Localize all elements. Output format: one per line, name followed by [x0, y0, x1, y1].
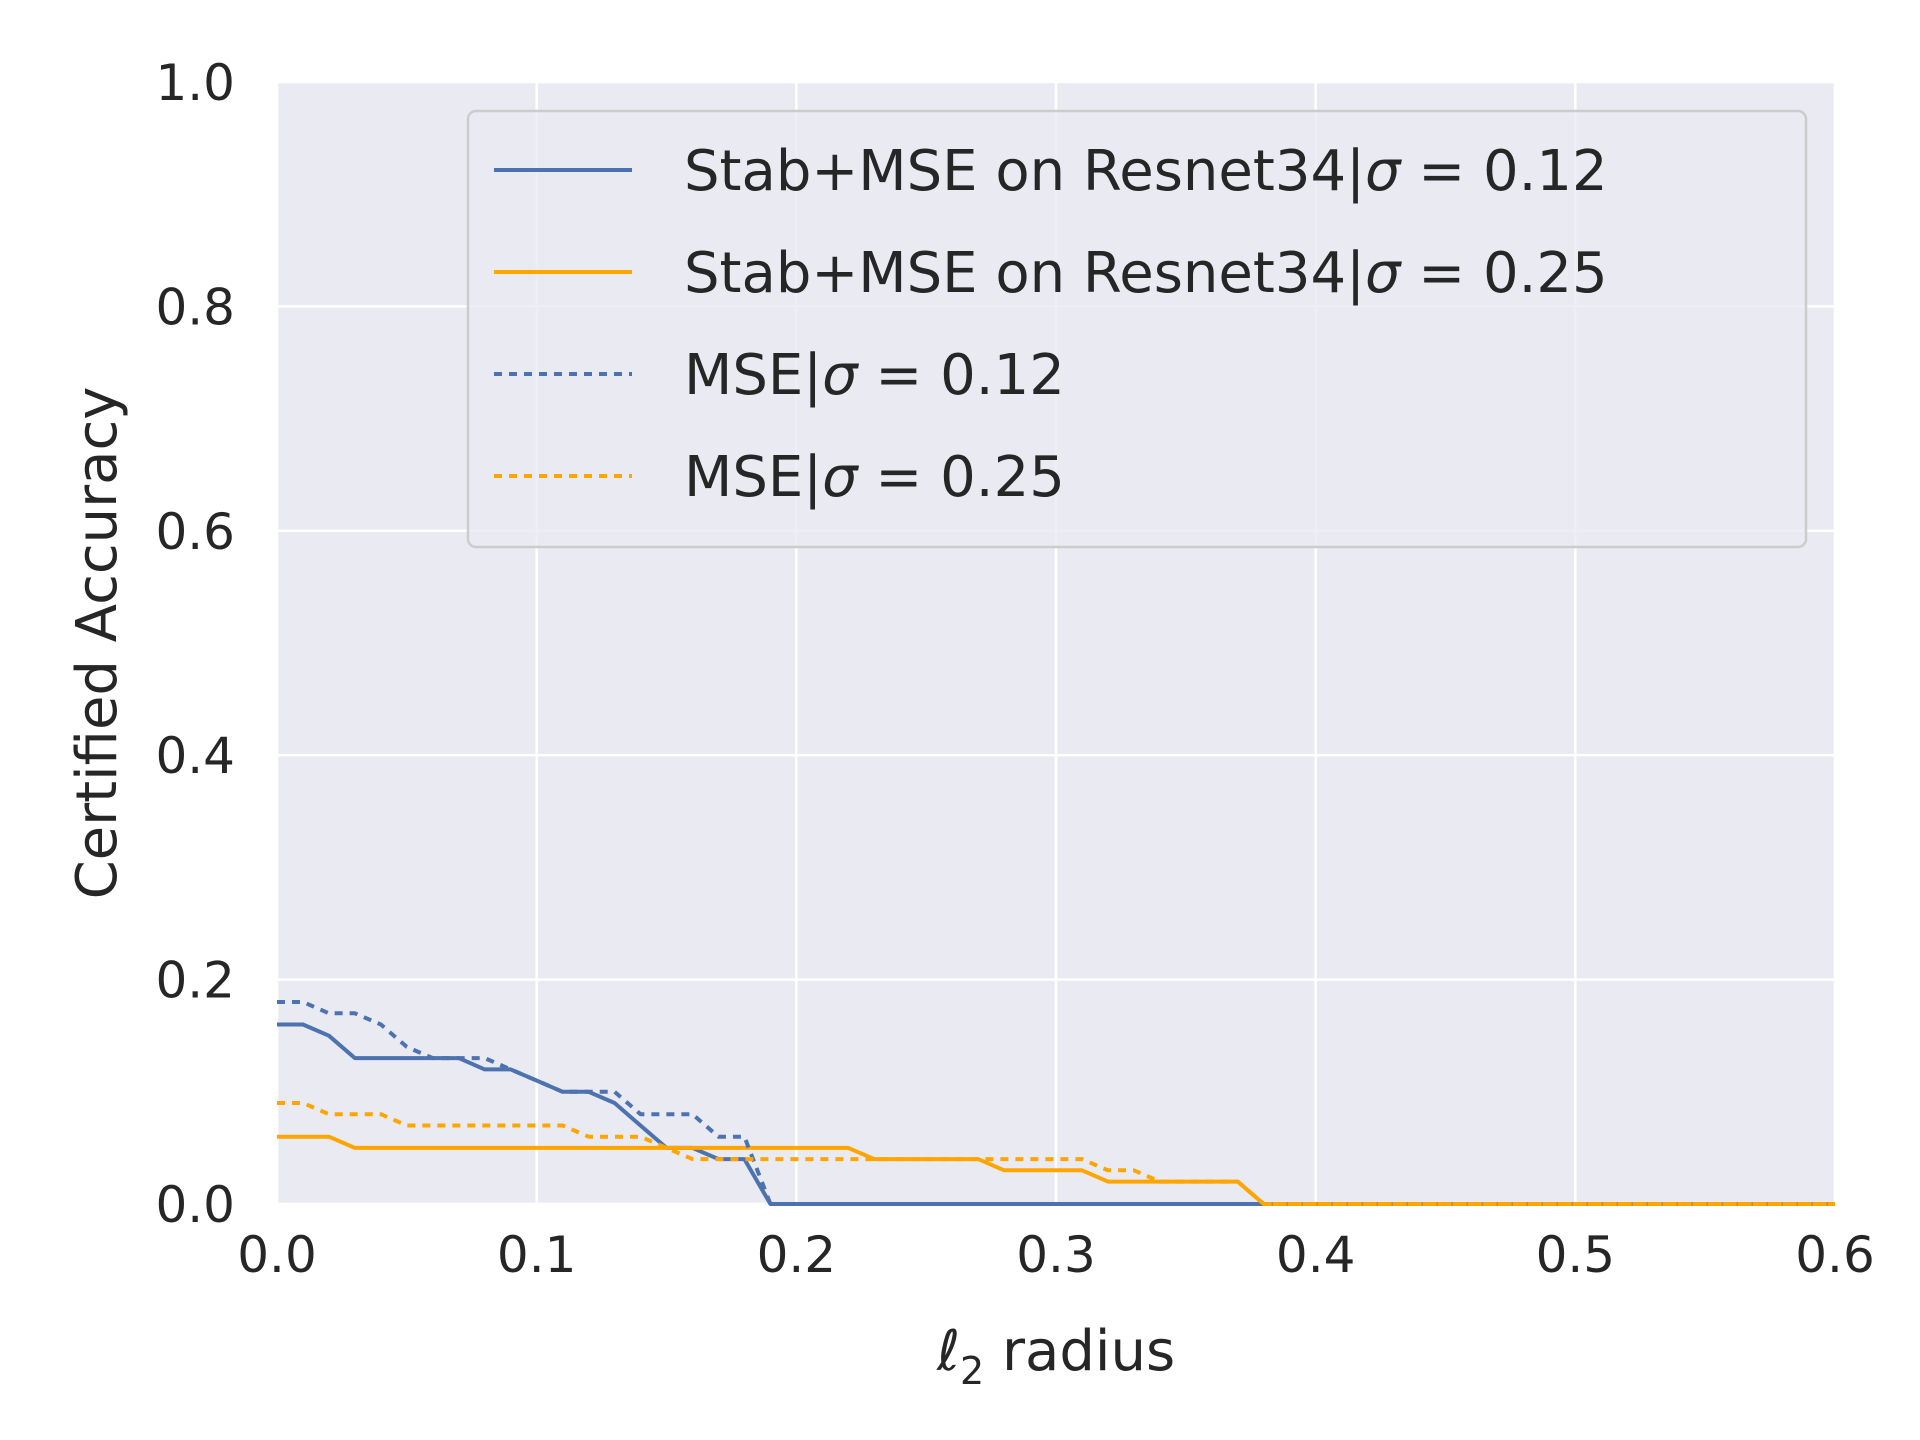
legend-label: MSE|σ = 0.12	[684, 343, 1065, 408]
x-axis-label: ℓ2 radius	[936, 1319, 1175, 1393]
y-tick-label: 0.2	[155, 952, 235, 1010]
x-tick-label: 0.3	[1016, 1226, 1096, 1284]
y-tick-label: 0.8	[155, 278, 235, 336]
series-line-1	[277, 1022, 1835, 1206]
y-tick-label: 1.0	[155, 54, 235, 112]
series-line-4	[277, 1101, 1835, 1206]
y-tick-label: 0.4	[155, 727, 235, 785]
y-tick-label: 0.0	[155, 1176, 235, 1234]
x-tick-label: 0.6	[1795, 1226, 1875, 1284]
legend-box	[466, 109, 1808, 549]
legend-label: Stab+MSE on Resnet34|σ = 0.12	[684, 139, 1608, 204]
y-tick-labels: 0.0 0.2 0.4 0.6 0.8 1.0	[155, 54, 235, 1234]
legend-label: Stab+MSE on Resnet34|σ = 0.25	[684, 241, 1608, 306]
legend: Stab+MSE on Resnet34|σ = 0.12 Stab+MSE on…	[466, 109, 1808, 549]
x-tick-label: 0.4	[1276, 1226, 1356, 1284]
y-tick-label: 0.6	[155, 503, 235, 561]
x-tick-labels: 0.0 0.1 0.2 0.3 0.4 0.5 0.6	[237, 1226, 1875, 1284]
y-axis-label: Certified Accuracy	[65, 387, 130, 900]
series-lines	[277, 1000, 1835, 1206]
x-tick-label: 0.1	[497, 1226, 577, 1284]
x-tick-label: 0.0	[237, 1226, 317, 1284]
series-line-3	[277, 1000, 1835, 1206]
legend-label: MSE|σ = 0.25	[684, 445, 1065, 510]
x-tick-label: 0.2	[757, 1226, 837, 1284]
x-tick-label: 0.5	[1536, 1226, 1616, 1284]
